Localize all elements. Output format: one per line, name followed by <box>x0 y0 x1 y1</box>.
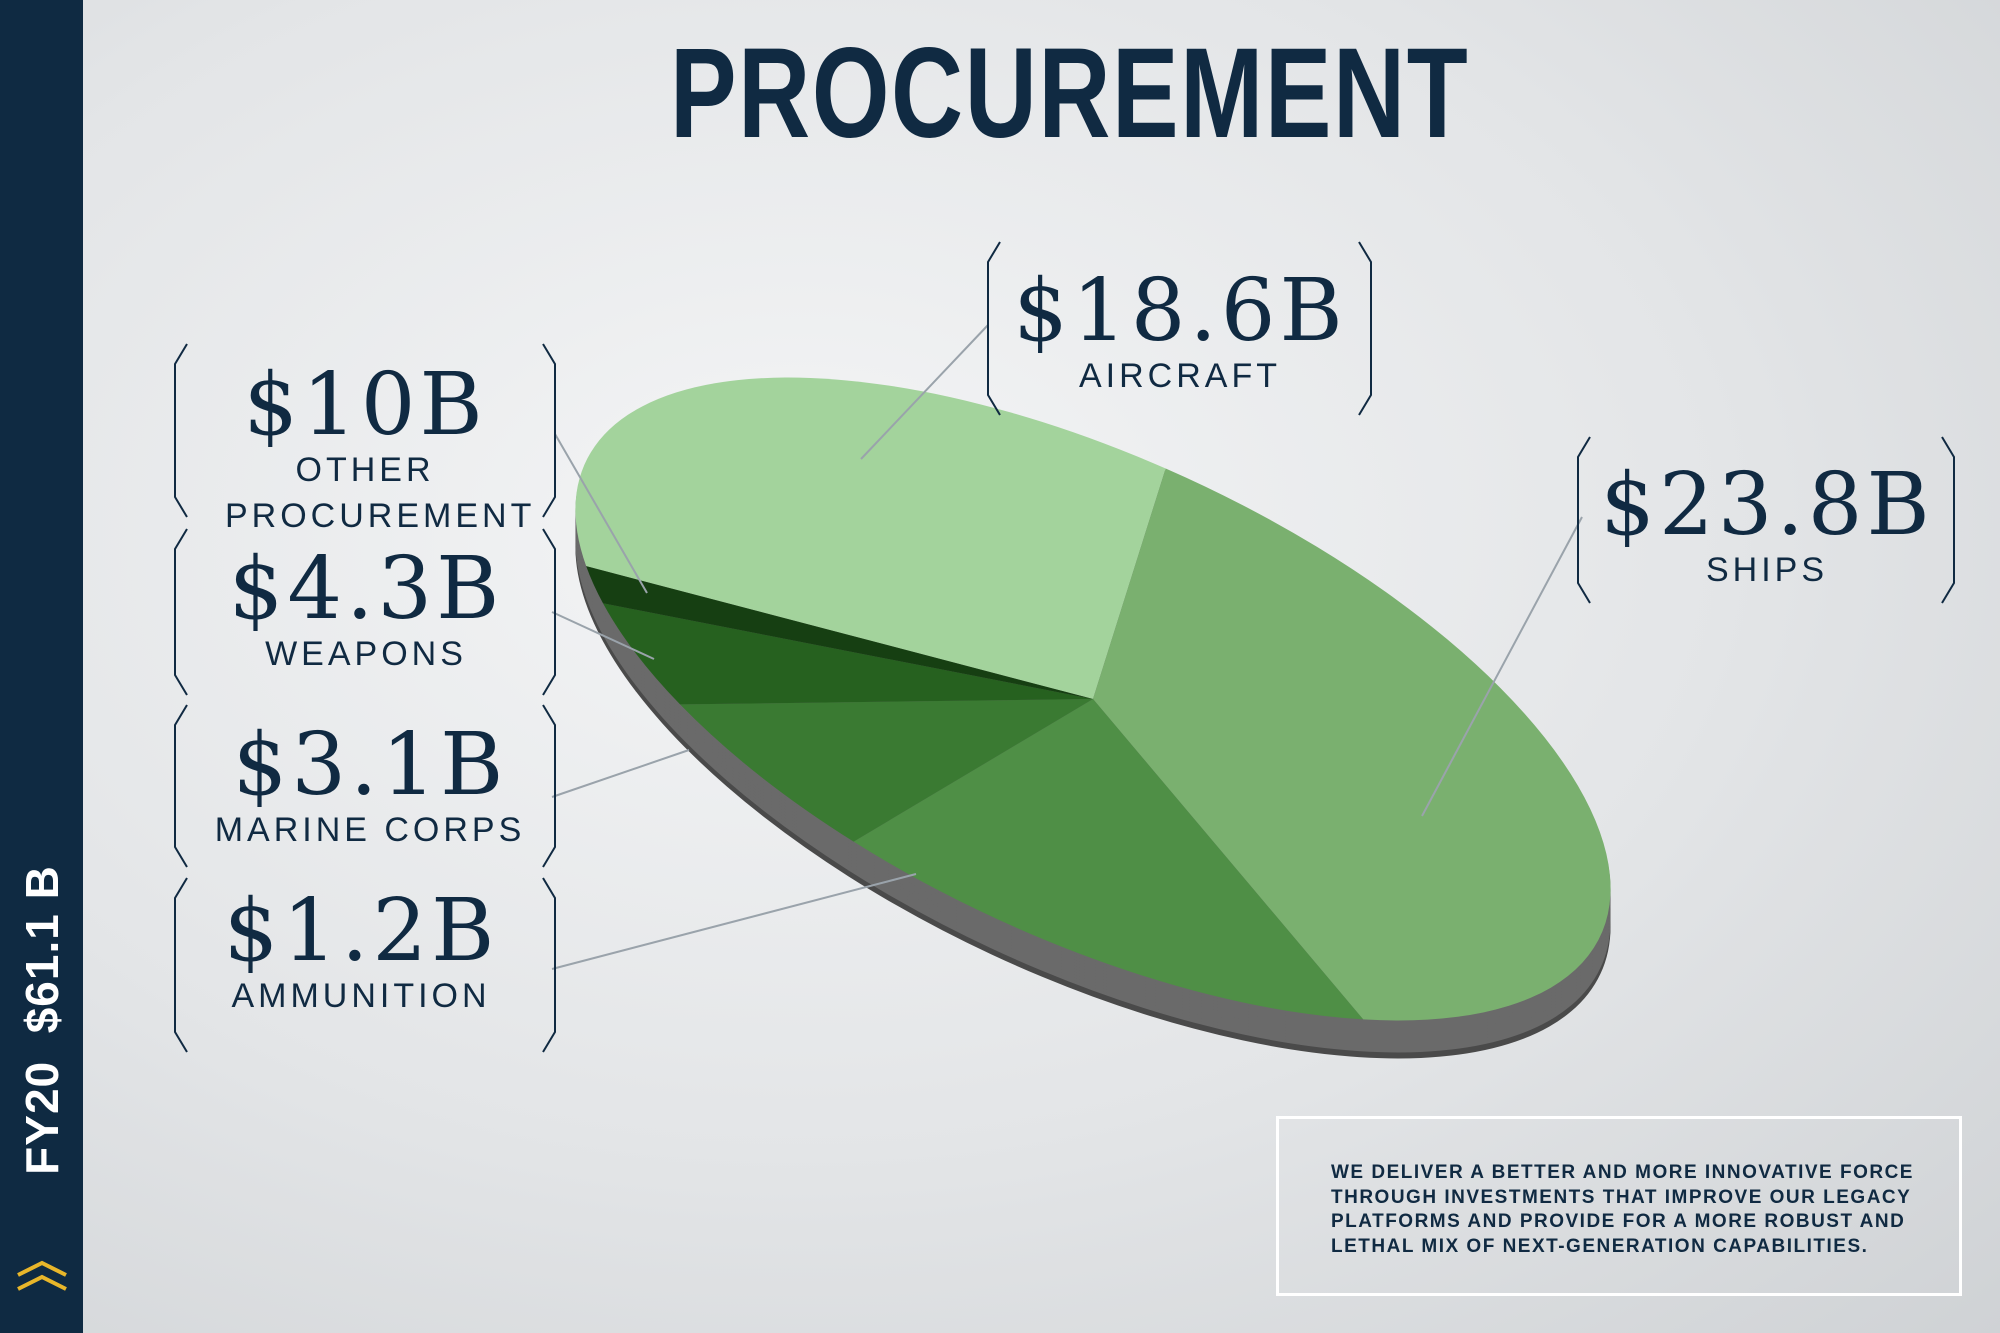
pie-slice <box>575 377 1166 699</box>
pie-slice <box>1093 468 1611 1021</box>
category-label: OTHER PROCUREMENT <box>225 451 536 535</box>
label: $18.6B AIRCRAFT <box>1010 268 1350 400</box>
label: $4.3B WEAPONS <box>196 546 536 678</box>
label: $23.8B SHIPS <box>1597 462 1937 594</box>
category-label: MARINE CORPS <box>214 811 526 849</box>
value-label: $3.1B <box>232 715 508 815</box>
value-label: $4.3B <box>228 539 504 639</box>
label: $10B OTHER PROCUREMENT <box>195 362 535 540</box>
title: PROCUREMENT <box>670 22 1470 165</box>
leader-lines <box>551 324 1583 970</box>
label: $3.1B MARINE CORPS <box>200 722 540 854</box>
category-label: SHIPS <box>1705 551 1829 589</box>
note-text: WE DELIVER A BETTER AND MORE INNOVATIVE … <box>1331 1162 1914 1258</box>
category-label: WEAPONS <box>265 635 467 673</box>
brackets <box>174 241 1955 1053</box>
category-label: AIRCRAFT <box>1079 357 1281 395</box>
value-label: $23.8B <box>1600 455 1934 555</box>
value-label: $18.6B <box>1013 261 1347 361</box>
value-label: $1.2B <box>223 881 499 981</box>
pie-slice <box>853 699 1364 1020</box>
sidebar: FY20 $61.1 B <box>0 0 83 1333</box>
chevron <box>17 1260 67 1291</box>
category-label: AMMUNITION <box>231 977 491 1015</box>
pie <box>575 377 1611 1021</box>
label: $1.2B AMMUNITION <box>191 888 531 1020</box>
value-label: $10B <box>243 355 487 455</box>
pie-slice <box>680 699 1093 842</box>
note-box: WE DELIVER A BETTER AND MORE INNOVATIVE … <box>1276 1116 1962 1296</box>
pie-slice <box>602 603 1093 705</box>
